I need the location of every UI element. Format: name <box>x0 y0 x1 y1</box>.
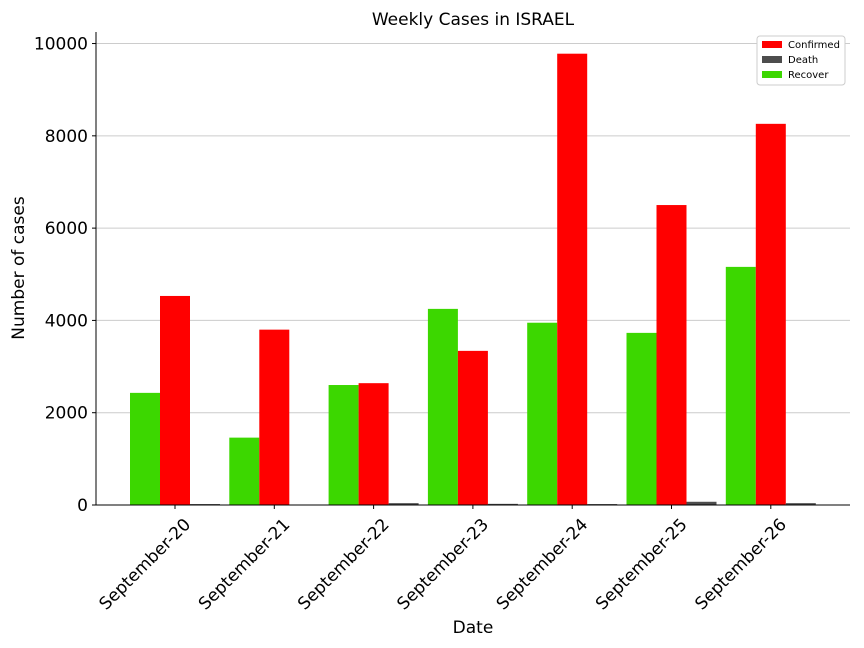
grid <box>96 43 850 414</box>
x-tick-label: September-24 <box>493 515 592 614</box>
bar-recover <box>626 332 657 505</box>
y-axis-label: Number of cases <box>9 196 29 340</box>
bar-confirmed <box>160 295 190 505</box>
bar-confirmed <box>358 383 389 505</box>
bar-death <box>388 503 419 505</box>
x-tick-label: September-23 <box>393 515 492 614</box>
bar-confirmed <box>755 123 786 505</box>
x-tick-label: September-21 <box>195 515 294 614</box>
bar-recover <box>427 308 458 505</box>
bar-recover <box>725 266 756 505</box>
bar-death <box>785 503 816 505</box>
legend-swatch-confirmed <box>762 41 782 48</box>
x-tick-label: September-25 <box>592 515 691 614</box>
bar-confirmed <box>457 350 488 505</box>
bar-recover <box>328 385 359 505</box>
legend-label-death: Death <box>788 55 818 66</box>
legend-swatch-recover <box>762 71 782 78</box>
y-tick-label: 6000 <box>45 219 88 239</box>
chart-title: Weekly Cases in ISRAEL <box>372 10 575 30</box>
bar-recover <box>229 437 260 505</box>
y-tick-label: 4000 <box>45 311 88 331</box>
x-tick-label: September-26 <box>691 515 790 614</box>
bar-confirmed <box>259 329 290 505</box>
legend-swatch-death <box>762 56 782 63</box>
bar-death <box>686 501 717 505</box>
legend-label-confirmed: Confirmed <box>788 40 840 51</box>
y-tick-label: 0 <box>77 496 88 516</box>
y-tick-label: 2000 <box>45 404 88 424</box>
bars <box>130 53 816 506</box>
bar-recover <box>130 392 160 505</box>
x-axis-label: Date <box>453 618 494 638</box>
bar-confirmed <box>656 205 687 506</box>
bar-recover <box>527 322 558 505</box>
bar-confirmed <box>557 53 588 505</box>
y-tick-label: 10000 <box>34 35 88 55</box>
bar-death <box>487 503 518 505</box>
legend: Confirmed Death Recover <box>756 35 846 86</box>
x-tick-label: September-22 <box>294 515 393 614</box>
x-tick-label: September-20 <box>96 515 195 614</box>
x-ticks: September-20 September-21 September-22 Sept… <box>96 505 791 614</box>
y-tick-label: 8000 <box>45 127 88 147</box>
y-ticks: 0 2000 4000 6000 8000 10000 <box>34 35 96 516</box>
legend-label-recover: Recover <box>788 70 829 81</box>
